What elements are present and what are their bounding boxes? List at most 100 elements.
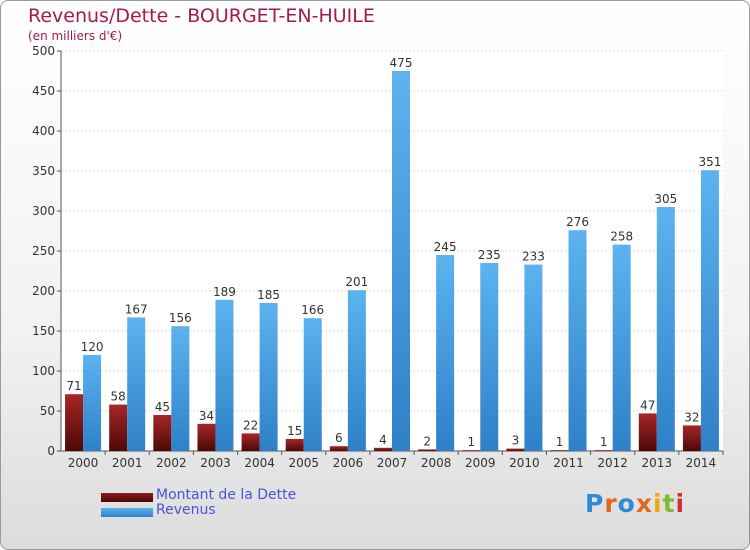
x-tick-label: 2005 [288, 456, 319, 470]
x-tick-label: 2000 [68, 456, 99, 470]
bar-revenus-2011 [568, 230, 587, 451]
bar-revenus-2014 [700, 170, 719, 451]
chart-title: Revenus/Dette - BOURGET-EN-HUILE [28, 5, 375, 27]
y-tick-label: 450 [32, 84, 55, 98]
x-tick-label: 2003 [200, 456, 231, 470]
data-label-dette: 22 [243, 418, 258, 432]
logo-letter: r [604, 489, 618, 518]
data-label-revenus: 235 [478, 248, 501, 262]
bar-revenus-2005 [303, 318, 322, 451]
data-label-dette: 1 [556, 435, 564, 449]
bar-dette-2013 [638, 413, 657, 451]
x-tick-label: 2014 [686, 456, 717, 470]
x-tick-label: 2002 [156, 456, 187, 470]
y-tick-label: 200 [32, 284, 55, 298]
legend-label-dette: Montant de la Dette [156, 487, 297, 503]
y-tick-label: 50 [40, 404, 55, 418]
bar-dette-2003 [197, 423, 216, 451]
data-label-revenus: 185 [257, 288, 280, 302]
bar-dette-2001 [109, 404, 128, 451]
y-tick-label: 400 [32, 124, 55, 138]
data-label-dette: 2 [423, 434, 431, 448]
logo-letter: o [617, 489, 636, 518]
data-label-revenus: 189 [213, 285, 236, 299]
x-tick-label: 2013 [642, 456, 673, 470]
data-label-dette: 1 [467, 435, 475, 449]
data-label-revenus: 245 [434, 240, 457, 254]
data-label-dette: 32 [684, 410, 699, 424]
bar-revenus-2006 [347, 290, 366, 451]
data-label-dette: 47 [640, 398, 655, 412]
data-label-revenus: 167 [125, 302, 148, 316]
data-label-dette: 34 [199, 409, 214, 423]
x-tick-label: 2009 [465, 456, 496, 470]
data-label-dette: 15 [287, 424, 302, 438]
bar-dette-2014 [682, 425, 701, 451]
data-label-dette: 4 [379, 433, 387, 447]
bar-revenus-2008 [436, 255, 455, 451]
bar-dette-2011 [550, 450, 569, 451]
data-label-revenus: 475 [390, 56, 413, 70]
legend-swatch-dette [101, 493, 153, 502]
x-tick-label: 2004 [244, 456, 275, 470]
logo-letter: P [585, 489, 605, 518]
legend-label-revenus: Revenus [156, 502, 216, 518]
bar-dette-2012 [594, 450, 613, 451]
bar-revenus-2013 [656, 207, 675, 451]
y-tick-label: 150 [32, 324, 55, 338]
data-label-dette: 71 [66, 379, 81, 393]
bar-dette-2005 [285, 439, 304, 451]
bar-dette-2004 [241, 433, 260, 451]
data-label-revenus: 120 [81, 340, 104, 354]
data-label-revenus: 351 [698, 155, 721, 169]
y-tick-label: 350 [32, 164, 55, 178]
bar-dette-2000 [65, 394, 84, 451]
x-tick-label: 2007 [377, 456, 408, 470]
x-tick-label: 2006 [333, 456, 364, 470]
bar-revenus-2007 [392, 71, 410, 451]
y-tick-label: 300 [32, 204, 55, 218]
legend-swatch-revenus [101, 508, 153, 517]
data-label-dette: 1 [600, 435, 608, 449]
data-label-dette: 3 [512, 434, 520, 448]
data-label-revenus: 201 [345, 275, 368, 289]
bar-dette-2009 [462, 450, 481, 451]
logo-letter: t [662, 489, 676, 518]
bar-dette-2007 [374, 447, 392, 451]
bar-revenus-2009 [480, 263, 499, 451]
x-tick-label: 2011 [553, 456, 584, 470]
bar-revenus-2000 [83, 355, 102, 451]
data-label-dette: 58 [111, 390, 126, 404]
data-label-revenus: 258 [610, 230, 633, 244]
y-tick-label: 500 [32, 44, 55, 58]
logo-letter: i [675, 489, 686, 518]
bar-revenus-2001 [127, 317, 146, 451]
data-label-revenus: 276 [566, 215, 589, 229]
data-label-revenus: 305 [654, 192, 677, 206]
bar-revenus-2012 [612, 244, 631, 451]
x-tick-label: 2010 [509, 456, 540, 470]
x-tick-label: 2001 [112, 456, 143, 470]
proxiti-logo: Proxiti [585, 489, 685, 518]
logo-letter: i [653, 489, 663, 518]
data-label-dette: 6 [335, 431, 343, 445]
bar-revenus-2002 [171, 326, 190, 451]
y-tick-label: 0 [47, 444, 55, 458]
y-tick-label: 250 [32, 244, 55, 258]
bar-revenus-2010 [524, 264, 543, 451]
data-label-dette: 45 [155, 400, 170, 414]
data-label-revenus: 156 [169, 311, 192, 325]
data-label-revenus: 233 [522, 250, 545, 264]
chart-subtitle: (en milliers d'€) [28, 29, 123, 43]
x-tick-label: 2012 [597, 456, 628, 470]
bar-dette-2002 [153, 415, 172, 451]
bar-dette-2008 [418, 449, 437, 451]
data-label-revenus: 166 [301, 303, 324, 317]
bar-revenus-2004 [259, 303, 278, 451]
bar-revenus-2003 [215, 299, 234, 451]
logo-letter: x [635, 489, 653, 518]
y-tick-label: 100 [32, 364, 55, 378]
bar-dette-2010 [506, 448, 525, 451]
